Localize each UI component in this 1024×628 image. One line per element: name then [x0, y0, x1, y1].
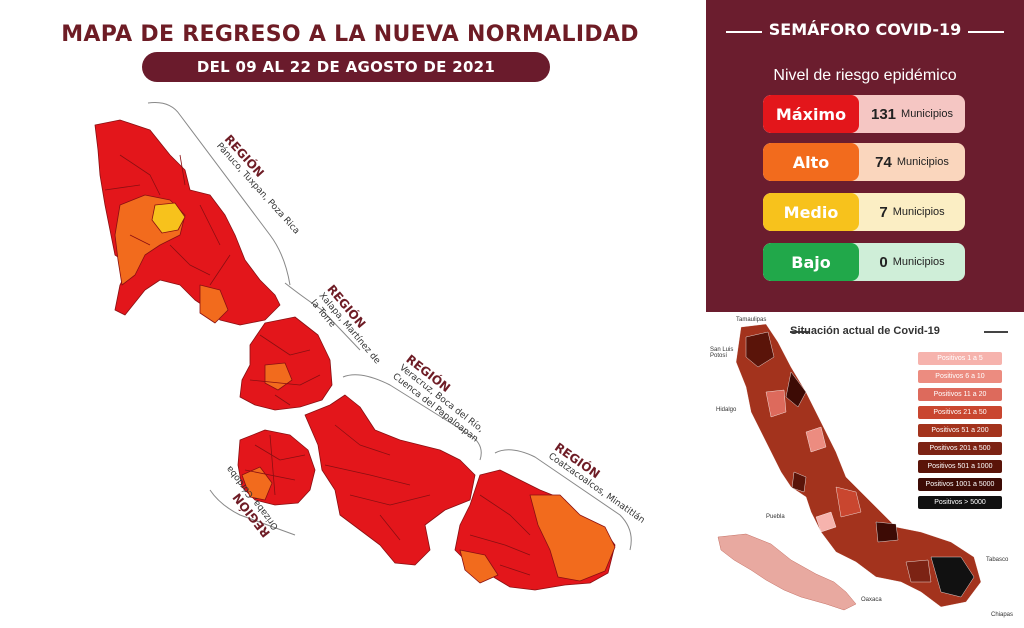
- level-count: 74 Municipios: [859, 143, 965, 181]
- level-maximo: Máximo 131 Municipios: [763, 95, 965, 133]
- place-label: Chiapas: [991, 612, 1014, 618]
- north-alto-zone-2: [199, 284, 229, 324]
- place-label: Tabasco: [986, 557, 1009, 563]
- north-medio-zone: [151, 202, 186, 234]
- veracruz-risk-map: [94, 102, 632, 591]
- level-bajo: Bajo 0 Municipios: [763, 243, 965, 281]
- map-title: MAPA DE REGRESO A LA NUEVA NORMALIDAD: [61, 22, 639, 47]
- region-north-shape: [94, 119, 281, 326]
- level-name: Alto: [763, 143, 859, 181]
- level-count: 7 Municipios: [859, 193, 965, 231]
- count-unit: Municipios: [901, 108, 953, 120]
- count-unit: Municipios: [892, 256, 945, 268]
- legend-item: Positivos 6 a 10: [918, 370, 1002, 383]
- positives-choropleth-map: [717, 323, 982, 611]
- legend-item: Positivos 1001 a 5000: [918, 478, 1002, 491]
- count-unit: Municipios: [892, 206, 945, 218]
- title-rule-left: [790, 331, 810, 333]
- title-rule-right: [984, 331, 1008, 333]
- legend-item: Positivos 501 a 1000: [918, 460, 1002, 473]
- date-range-banner: DEL 09 AL 22 DE AGOSTO DE 2021: [142, 52, 550, 82]
- situacion-panel: Situación actual de Covid-19 Positivos 1…: [706, 312, 1024, 628]
- place-label: Oaxaca: [861, 597, 882, 603]
- place-label: Hidalgo: [716, 407, 737, 413]
- level-count: 0 Municipios: [859, 243, 965, 281]
- legend-item: Positivos 201 a 500: [918, 442, 1002, 455]
- positives-legend: Positivos 1 a 5 Positivos 6 a 10 Positiv…: [918, 352, 1002, 514]
- level-name: Medio: [763, 193, 859, 231]
- situacion-title: Situación actual de Covid-19: [790, 325, 940, 337]
- title-rule-left: [726, 31, 762, 33]
- coatzacoalcos-alto-zone: [529, 494, 616, 582]
- semaforo-subtitle: Nivel de riesgo epidémico: [773, 67, 957, 84]
- level-count: 131 Municipios: [859, 95, 965, 133]
- date-range-text: DEL 09 AL 22 DE AGOSTO DE 2021: [196, 58, 496, 76]
- level-name: Bajo: [763, 243, 859, 281]
- count-value: 7: [879, 203, 888, 221]
- place-label: Tamaulipas: [736, 317, 767, 323]
- legend-item: Positivos 11 a 20: [918, 388, 1002, 401]
- title-rule-right: [968, 31, 1004, 33]
- count-value: 0: [879, 253, 888, 271]
- semaforo-title: SEMÁFORO COVID-19: [768, 20, 962, 39]
- region-xalapa-shape: [239, 316, 333, 411]
- legend-item: Positivos 51 a 200: [918, 424, 1002, 437]
- orizaba-alto-zone: [241, 466, 273, 501]
- level-medio: Medio 7 Municipios: [763, 193, 965, 231]
- level-name: Máximo: [763, 95, 859, 133]
- count-value: 74: [875, 153, 892, 171]
- legend-item: Positivos > 5000: [918, 496, 1002, 509]
- level-alto: Alto 74 Municipios: [763, 143, 965, 181]
- legend-item: Positivos 1 a 5: [918, 352, 1002, 365]
- place-label: Puebla: [766, 514, 785, 520]
- semaforo-panel: SEMÁFORO COVID-19 Nivel de riesgo epidém…: [706, 0, 1024, 312]
- coatzacoalcos-alto-zone-2: [459, 549, 499, 584]
- count-value: 131: [871, 105, 897, 123]
- mexico-inset: [717, 533, 857, 611]
- count-unit: Municipios: [896, 156, 949, 168]
- place-label: San Luis Potosí: [710, 347, 734, 359]
- legend-item: Positivos 21 a 50: [918, 406, 1002, 419]
